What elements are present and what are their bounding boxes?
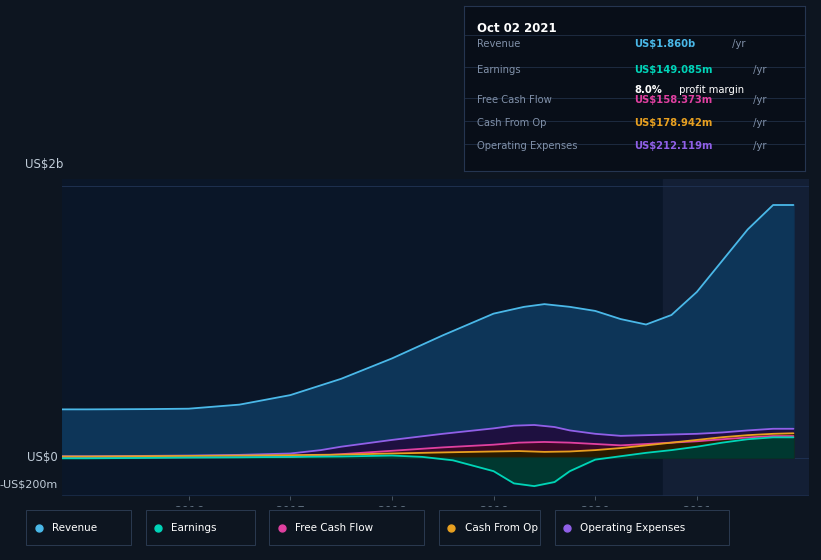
Text: US$149.085m: US$149.085m — [635, 65, 713, 75]
Text: Cash From Op: Cash From Op — [478, 118, 547, 128]
Text: Operating Expenses: Operating Expenses — [478, 141, 578, 151]
Text: Earnings: Earnings — [478, 65, 521, 75]
Text: Free Cash Flow: Free Cash Flow — [295, 523, 373, 533]
Text: /yr: /yr — [750, 118, 767, 128]
Text: /yr: /yr — [750, 95, 767, 105]
Text: /yr: /yr — [750, 65, 767, 75]
Text: Oct 02 2021: Oct 02 2021 — [478, 22, 557, 35]
Text: 8.0%: 8.0% — [635, 85, 662, 95]
Text: profit margin: profit margin — [677, 85, 745, 95]
Text: US$2b: US$2b — [25, 158, 63, 171]
Text: US$0: US$0 — [27, 451, 57, 464]
Text: Revenue: Revenue — [52, 523, 97, 533]
FancyBboxPatch shape — [439, 510, 540, 545]
Text: Revenue: Revenue — [478, 39, 521, 49]
Text: Operating Expenses: Operating Expenses — [580, 523, 686, 533]
Text: Cash From Op: Cash From Op — [465, 523, 538, 533]
FancyBboxPatch shape — [269, 510, 424, 545]
Text: US$212.119m: US$212.119m — [635, 141, 713, 151]
Text: /yr: /yr — [729, 39, 745, 49]
Text: -US$200m: -US$200m — [0, 480, 57, 490]
Text: Earnings: Earnings — [172, 523, 217, 533]
Text: US$1.860b: US$1.860b — [635, 39, 695, 49]
Text: US$178.942m: US$178.942m — [635, 118, 713, 128]
Text: /yr: /yr — [750, 141, 767, 151]
Text: Free Cash Flow: Free Cash Flow — [478, 95, 553, 105]
FancyBboxPatch shape — [555, 510, 729, 545]
Text: US$158.373m: US$158.373m — [635, 95, 713, 105]
Bar — [663, 179, 809, 496]
FancyBboxPatch shape — [146, 510, 255, 545]
FancyBboxPatch shape — [26, 510, 131, 545]
